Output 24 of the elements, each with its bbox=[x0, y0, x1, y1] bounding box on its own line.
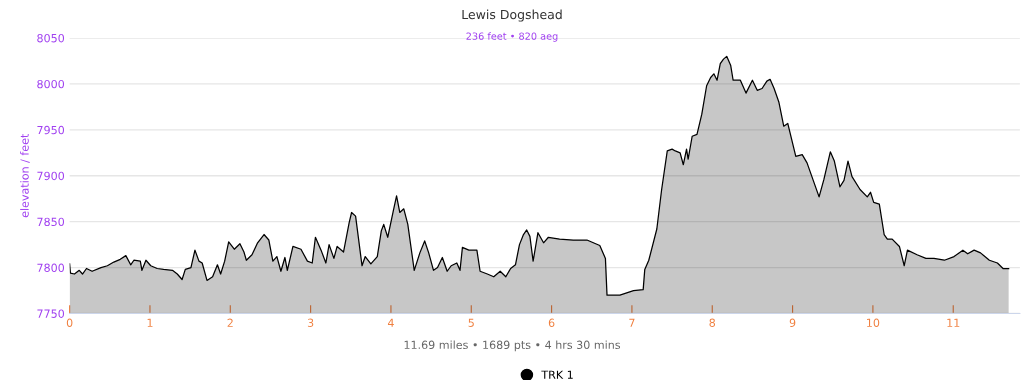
y-tick-label: 7900 bbox=[37, 171, 65, 181]
y-tick-label: 7750 bbox=[37, 309, 65, 318]
legend-label: TRK 1 bbox=[541, 370, 573, 379]
x-tick-label: 10 bbox=[867, 318, 880, 327]
y-tick-label: 8050 bbox=[37, 33, 65, 43]
x-tick-label: 6 bbox=[548, 318, 555, 327]
x-tick-label: 1 bbox=[147, 318, 153, 327]
x-tick-label: 7 bbox=[629, 318, 635, 327]
chart-title: Lewis Dogshead bbox=[462, 9, 562, 22]
y-tick-label: 8000 bbox=[37, 79, 65, 89]
x-tick-label: 11 bbox=[947, 318, 960, 327]
y-tick-label: 7950 bbox=[37, 125, 65, 135]
y-axis-title: elevation / feet bbox=[20, 133, 30, 218]
y-tick-label: 7800 bbox=[37, 263, 65, 272]
x-tick-label: 2 bbox=[227, 318, 233, 327]
x-tick-label: 3 bbox=[307, 318, 314, 327]
text: 11.69 miles • 1689 pts • 4 hrs 30 mins bbox=[404, 340, 621, 352]
x-tick-label: 4 bbox=[387, 318, 394, 327]
x-tick-label: 9 bbox=[789, 318, 796, 327]
x-tick-label: 5 bbox=[468, 318, 474, 327]
y-tick-label: 7850 bbox=[37, 217, 65, 227]
x-tick-label: 0 bbox=[66, 318, 73, 327]
x-tick-label: 8 bbox=[709, 318, 716, 327]
chart-subtitle: 236 feet • 820 aeg bbox=[466, 32, 558, 42]
